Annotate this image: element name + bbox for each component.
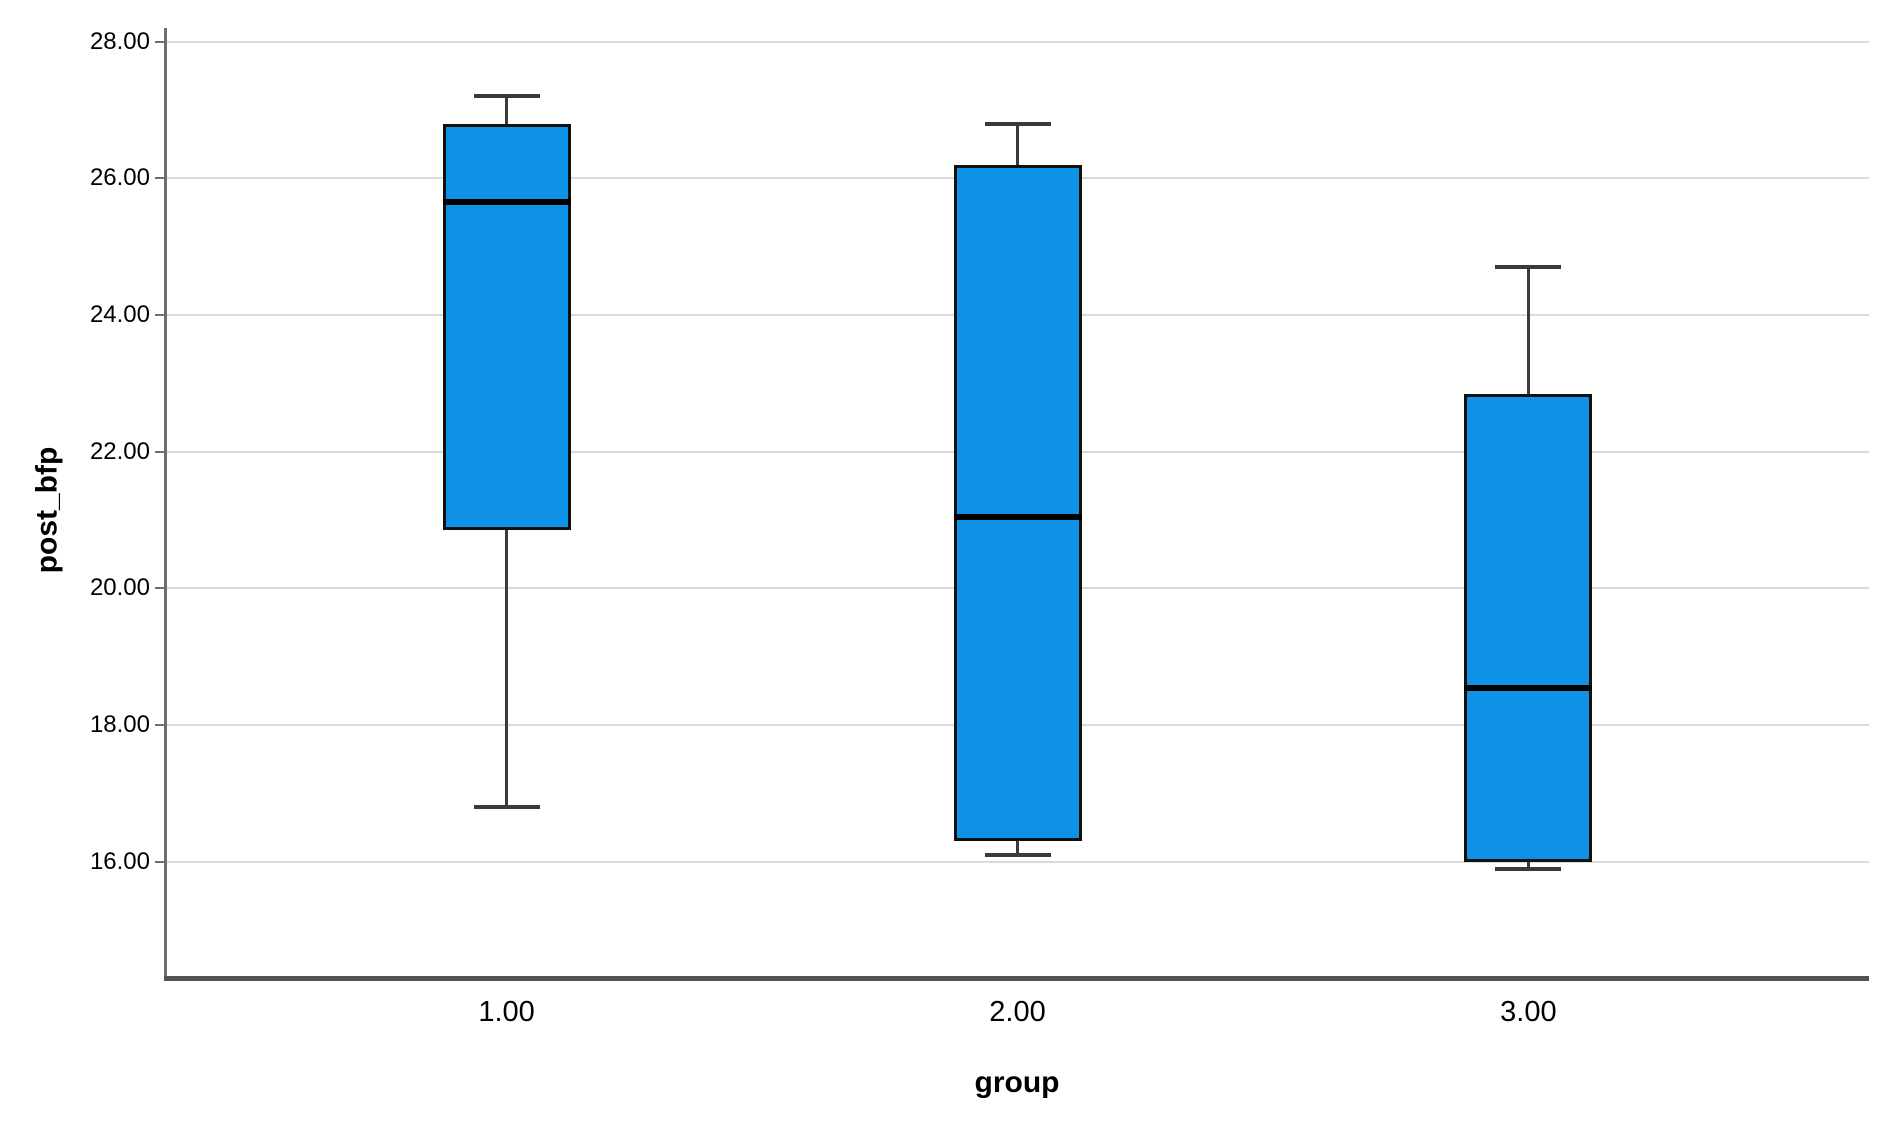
median-line: [442, 199, 571, 206]
y-tick-mark: [155, 314, 166, 317]
y-tick-label: 20.00: [89, 574, 150, 602]
whisker-cap-lower: [1495, 866, 1562, 871]
x-axis-title: group: [917, 1066, 1117, 1100]
whisker-line-upper: [1016, 123, 1019, 165]
box: [442, 123, 571, 531]
y-tick-label: 28.00: [89, 27, 150, 55]
median-line: [953, 513, 1082, 520]
y-axis-title-text: post_bfp: [30, 446, 63, 574]
x-axis-title-text: group: [974, 1066, 1060, 1099]
x-tick-label: 1.00: [478, 996, 535, 1028]
whisker-cap-lower: [984, 852, 1051, 857]
whisker-cap-upper: [1495, 265, 1562, 270]
y-tick-label: 16.00: [89, 847, 150, 875]
y-tick-mark: [155, 724, 166, 727]
whisker-line-lower: [1016, 841, 1019, 855]
y-axis-line: [164, 28, 167, 978]
y-tick-mark: [155, 450, 166, 453]
median-line: [1464, 684, 1593, 691]
whisker-cap-upper: [473, 94, 540, 99]
y-tick-label: 22.00: [89, 437, 150, 465]
y-tick-mark: [155, 177, 166, 180]
gridline: [166, 860, 1869, 863]
whisker-line-lower: [1526, 861, 1530, 869]
box: [1464, 393, 1593, 862]
y-tick-label: 18.00: [89, 711, 150, 739]
whisker-cap-upper: [984, 121, 1051, 126]
whisker-cap-lower: [473, 805, 540, 810]
y-tick-mark: [155, 40, 166, 43]
x-axis-line: [164, 976, 1869, 981]
whisker-line-lower: [505, 530, 509, 808]
y-tick-mark: [155, 587, 166, 590]
y-axis-title: post_bfp: [10, 390, 84, 630]
x-tick-label: 2.00: [989, 996, 1046, 1028]
whisker-line-upper: [505, 96, 509, 124]
box: [953, 164, 1082, 842]
whisker-line-upper: [1526, 267, 1530, 394]
x-tick-label: 3.00: [1500, 996, 1557, 1028]
y-tick-label: 26.00: [89, 164, 150, 192]
y-tick-mark: [155, 860, 166, 863]
y-tick-label: 24.00: [89, 301, 150, 329]
gridline: [166, 40, 1869, 43]
